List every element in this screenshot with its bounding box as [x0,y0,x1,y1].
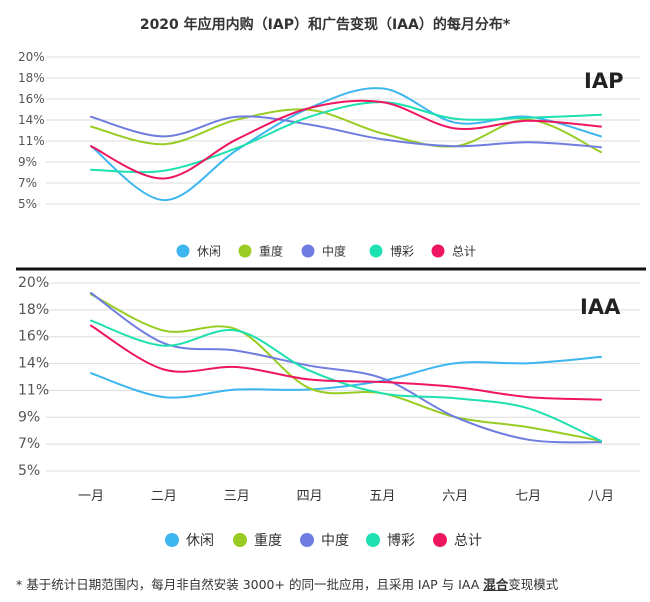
footnote-text: * 基于统计日期范围内，每月非自然安装 3000+ 的同一批应用，且采用 IAP… [16,577,484,592]
x-tick-label: 六月 [442,489,468,504]
series-line-重度 [90,293,602,442]
y-tick-label: 16% [18,92,45,106]
legend-swatch [165,533,179,547]
y-tick-label: 16% [18,329,49,345]
legend-label: 总计 [454,533,482,549]
legend-swatch [301,244,315,258]
y-tick-label: 9% [18,409,40,425]
y-tick-label: 11% [18,134,45,148]
legend-swatch [366,533,380,547]
y-tick-label: 7% [18,436,40,452]
series-line-博彩 [90,319,602,442]
panel-iap: 20% 18% 16% 14% 11% 9% 7% 5% IAP 休闲 重度 中度 博彩 总计 [18,50,640,258]
x-tick-label: 三月 [224,489,250,504]
series-line-博彩 [90,101,602,174]
y-tick-label: 11% [18,382,49,398]
y-tick-label: 18% [18,71,45,85]
legend-swatch [431,244,445,258]
legend-swatch [233,533,247,547]
panel-label: IAA [580,295,621,319]
legend-swatch [176,244,190,258]
panel-label: IAP [584,69,623,93]
legend-label: 休闲 [186,533,214,549]
x-tick-label: 四月 [297,489,323,504]
legend-label: 博彩 [387,532,415,549]
series-line-中度 [90,115,602,149]
x-tick-label: 二月 [151,489,177,504]
legend-label: 重度 [259,243,283,258]
y-tick-label: 14% [18,356,49,372]
y-tick-label: 7% [18,176,37,190]
x-tick-label: 一月 [78,489,104,504]
footnote-tail: 变现模式 [508,577,559,592]
legend-label: 博彩 [390,243,414,258]
legend-swatch [300,533,314,547]
x-tick-label: 五月 [369,489,395,504]
x-tick-label: 七月 [515,489,541,504]
y-tick-label: 20% [18,50,45,64]
series-line-总计 [90,99,602,180]
y-tick-label: 9% [18,155,37,169]
legend-label: 总计 [452,244,476,258]
series-line-休闲 [90,87,602,202]
legend-label: 重度 [254,533,282,549]
footnote: * 基于统计日期范围内，每月非自然安装 3000+ 的同一批应用，且采用 IAP… [16,574,558,593]
series-line-总计 [90,324,602,401]
panel-iaa: 20% 18% 16% 14% 11% 9% 7% 5% IAA 一月 二月 三月 四月 五月 六月 七月 八月… [18,275,640,549]
x-tick-label: 八月 [588,489,614,504]
series-line-中度 [90,292,602,444]
y-tick-label: 20% [18,275,49,291]
y-tick-label: 5% [18,197,37,211]
y-tick-label: 18% [18,302,49,318]
series-line-休闲 [90,355,602,399]
legend-label: 休闲 [197,244,221,258]
legend-label: 中度 [321,533,349,549]
legend-swatch [369,244,383,258]
legend-swatch [433,533,447,547]
legend-label: 中度 [322,243,346,258]
chart-title: 2020 年应用内购（IAP）和广告变现（IAA）的每月分布* [139,17,511,33]
y-tick-label: 5% [18,463,40,479]
legend-swatch [238,244,252,258]
footnote-bold: 混合 [483,577,509,592]
y-tick-label: 14% [18,113,45,127]
